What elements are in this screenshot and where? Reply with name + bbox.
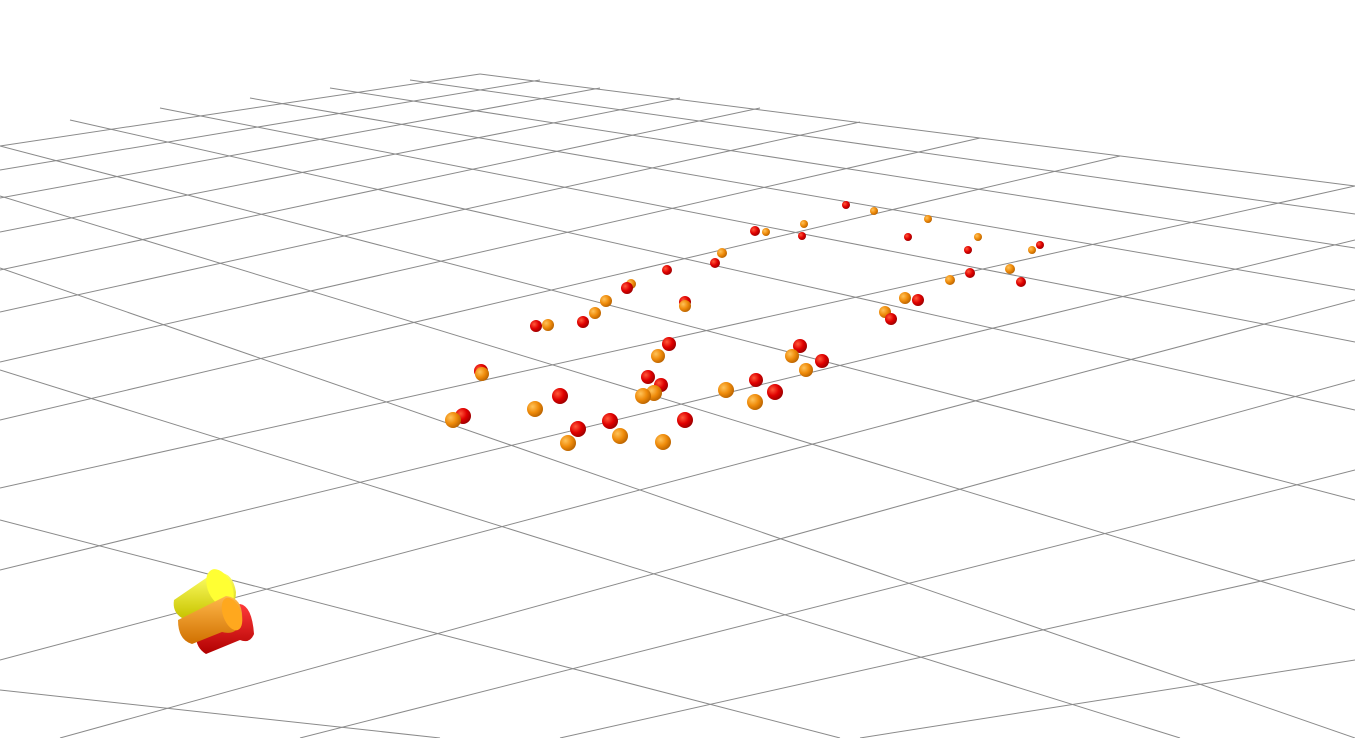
- red-landmark-sphere: [749, 373, 763, 387]
- orange-landmark-sphere: [600, 295, 612, 307]
- red-landmark-sphere: [710, 258, 720, 268]
- orange-landmark-sphere: [899, 292, 911, 304]
- grid-row-line: [559, 559, 1355, 738]
- orange-landmark-sphere: [717, 248, 727, 258]
- red-landmark-sphere: [965, 268, 975, 278]
- red-landmark-sphere: [641, 370, 655, 384]
- red-landmark-sphere: [904, 233, 912, 241]
- grid-column-line: [329, 87, 1355, 249]
- grid-column-line: [0, 519, 841, 738]
- grid-column-line: [479, 73, 1355, 187]
- grid-column-line: [0, 689, 441, 738]
- orange-landmark-sphere: [589, 307, 601, 319]
- red-landmark-sphere: [793, 339, 807, 353]
- grid-row-line: [0, 137, 981, 363]
- red-landmark-sphere: [662, 265, 672, 275]
- grid-row-line: [0, 73, 481, 147]
- grid-row-line: [0, 79, 541, 171]
- orange-landmark-sphere: [762, 228, 770, 236]
- grid-column-line: [0, 267, 1355, 738]
- red-landmark-sphere: [677, 412, 693, 428]
- grid-row-line: [299, 469, 1355, 738]
- orange-landmark-sphere: [655, 434, 671, 450]
- red-landmark-sphere: [602, 413, 618, 429]
- camera-frustum-icon[interactable]: [173, 565, 254, 654]
- red-landmark-sphere: [750, 226, 760, 236]
- orange-landmark-sphere: [945, 275, 955, 285]
- orange-landmark-sphere: [651, 349, 665, 363]
- grid-row-line: [59, 379, 1355, 738]
- orange-landmark-sphere: [635, 388, 651, 404]
- orange-landmark-sphere: [718, 382, 734, 398]
- orange-landmark-sphere: [475, 367, 489, 381]
- grid-column-line: [159, 107, 1355, 343]
- grid-column-line: [409, 79, 1355, 215]
- red-landmark-sphere: [577, 316, 589, 328]
- red-landmark-sphere: [570, 421, 586, 437]
- grid-column-line: [0, 369, 1181, 738]
- red-landmark-sphere: [798, 232, 806, 240]
- orange-landmark-sphere: [445, 412, 461, 428]
- red-landmark-sphere: [662, 337, 676, 351]
- red-landmark-sphere: [1036, 241, 1044, 249]
- landmark-points: [445, 201, 1044, 451]
- grid-column-line: [0, 145, 1355, 501]
- red-landmark-sphere: [1016, 277, 1026, 287]
- orange-landmark-sphere: [799, 363, 813, 377]
- orange-landmark-sphere: [974, 233, 982, 241]
- red-landmark-sphere: [885, 313, 897, 325]
- red-landmark-sphere: [767, 384, 783, 400]
- orange-landmark-sphere: [527, 401, 543, 417]
- orange-landmark-sphere: [1005, 264, 1015, 274]
- grid-row-line: [0, 87, 601, 199]
- orange-landmark-sphere: [679, 300, 691, 312]
- red-landmark-sphere: [842, 201, 850, 209]
- grid-row-line: [0, 239, 1355, 571]
- orange-landmark-sphere: [785, 349, 799, 363]
- grid-column-line: [249, 97, 1355, 291]
- grid-row-line: [0, 97, 681, 233]
- red-landmark-sphere: [530, 320, 542, 332]
- red-landmark-sphere: [815, 354, 829, 368]
- orange-landmark-sphere: [870, 207, 878, 215]
- red-landmark-sphere: [912, 294, 924, 306]
- red-landmark-sphere: [621, 282, 633, 294]
- grid-row-line: [0, 185, 1355, 489]
- orange-landmark-sphere: [542, 319, 554, 331]
- grid-row-line: [0, 121, 861, 313]
- orange-landmark-sphere: [612, 428, 628, 444]
- orange-landmark-sphere: [924, 215, 932, 223]
- grid-row-line: [0, 155, 1121, 421]
- orange-landmark-sphere: [1028, 246, 1036, 254]
- orange-landmark-sphere: [747, 394, 763, 410]
- red-landmark-sphere: [964, 246, 972, 254]
- grid-row-line: [859, 659, 1355, 738]
- red-landmark-sphere: [552, 388, 568, 404]
- orange-landmark-sphere: [800, 220, 808, 228]
- grid-column-line: [0, 195, 1355, 611]
- orange-landmark-sphere: [560, 435, 576, 451]
- camera-orange-cap: [221, 597, 243, 631]
